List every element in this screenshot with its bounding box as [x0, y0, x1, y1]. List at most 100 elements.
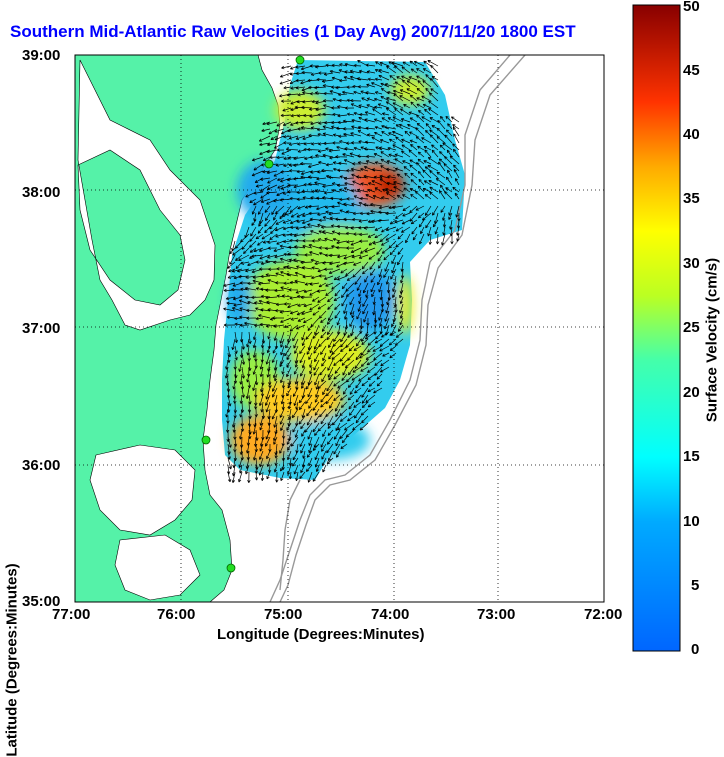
- velocity-arrow: [422, 169, 432, 179]
- velocity-arrow: [359, 211, 369, 216]
- velocity-arrow: [293, 464, 299, 475]
- velocity-arrow: [383, 254, 390, 261]
- velocity-arrow: [283, 266, 292, 270]
- velocity-arrow: [280, 317, 292, 323]
- velocity-arrow: [398, 123, 411, 130]
- velocity-arrow: [245, 464, 250, 475]
- velocity-arrow: [273, 212, 278, 221]
- velocity-arrow: [251, 156, 264, 162]
- velocity-arrow: [349, 317, 355, 327]
- velocity-arrow: [343, 76, 355, 81]
- velocity-arrow: [249, 198, 257, 204]
- velocity-arrow: [281, 366, 285, 375]
- velocity-arrow: [399, 289, 404, 299]
- velocity-arrow: [325, 394, 334, 405]
- velocity-arrow: [430, 77, 439, 88]
- velocity-arrow: [290, 317, 299, 321]
- velocity-arrow: [279, 415, 285, 425]
- velocity-arrow: [414, 190, 425, 200]
- velocity-arrow: [359, 112, 369, 117]
- velocity-arrow: [253, 198, 264, 206]
- velocity-arrow: [379, 178, 390, 186]
- velocity-arrow: [313, 436, 320, 448]
- velocity-arrow: [392, 116, 404, 123]
- velocity-arrow: [252, 331, 257, 341]
- velocity-arrow: [376, 380, 383, 387]
- velocity-arrow: [359, 239, 369, 243]
- velocity-arrow: [452, 148, 460, 158]
- velocity-arrow: [314, 181, 327, 186]
- velocity-arrow: [367, 387, 376, 393]
- velocity-arrow: [271, 352, 278, 363]
- velocity-arrow: [239, 464, 243, 474]
- velocity-arrow: [253, 212, 257, 222]
- colorbar: [632, 4, 681, 652]
- velocity-arrow: [249, 240, 257, 248]
- velocity-arrow: [247, 300, 257, 305]
- velocity-arrow: [348, 401, 355, 410]
- velocity-arrow: [364, 247, 376, 253]
- velocity-arrow: [311, 239, 320, 243]
- velocity-arrow: [445, 129, 453, 137]
- velocity-arrow: [227, 457, 232, 470]
- velocity-arrow: [336, 145, 348, 151]
- velocity-arrow: [352, 217, 362, 222]
- velocity-arrow: [341, 90, 355, 95]
- velocity-arrow: [455, 178, 460, 186]
- velocity-arrow: [247, 380, 252, 389]
- velocity-arrow: [395, 212, 404, 219]
- velocity-arrow: [385, 167, 397, 172]
- velocity-arrow: [287, 156, 299, 160]
- velocity-arrow: [352, 211, 362, 216]
- velocity-arrow: [452, 126, 460, 137]
- velocity-arrow: [264, 205, 271, 213]
- velocity-arrow: [324, 121, 334, 125]
- velocity-arrow: [288, 471, 293, 480]
- velocity-arrow: [317, 212, 327, 216]
- velocity-arrow: [279, 72, 292, 78]
- velocity-arrow: [364, 331, 376, 340]
- velocity-arrow: [376, 247, 383, 255]
- velocity-arrow: [294, 245, 306, 249]
- velocity-arrow: [381, 196, 390, 200]
- velocity-arrow: [317, 149, 327, 153]
- velocity-arrow: [320, 345, 327, 355]
- velocity-arrow: [296, 310, 306, 316]
- velocity-arrow: [315, 107, 327, 112]
- velocity-arrow: [429, 117, 439, 123]
- velocity-arrow: [434, 226, 439, 235]
- velocity-arrow: [424, 108, 432, 116]
- velocity-arrow: [339, 209, 348, 214]
- velocity-arrow: [442, 142, 453, 151]
- x-tick-label: 77:00: [52, 606, 91, 623]
- velocity-arrow: [310, 258, 320, 263]
- velocity-arrow: [295, 253, 306, 257]
- velocity-arrow: [259, 254, 271, 260]
- velocity-arrow: [415, 136, 425, 144]
- velocity-arrow: [360, 167, 369, 172]
- velocity-arrow: [389, 138, 397, 144]
- velocity-arrow: [248, 331, 252, 344]
- velocity-arrow: [325, 282, 334, 287]
- velocity-arrow: [407, 123, 418, 130]
- velocity-arrow: [366, 83, 376, 88]
- velocity-arrow: [354, 275, 362, 285]
- velocity-arrow: [280, 271, 292, 277]
- velocity-arrow: [301, 310, 313, 316]
- velocity-arrow: [231, 287, 243, 292]
- velocity-arrow: [317, 170, 327, 174]
- velocity-arrow: [356, 188, 369, 193]
- velocity-arrow: [314, 373, 320, 386]
- velocity-arrow: [367, 345, 376, 353]
- velocity-arrow: [223, 323, 236, 327]
- velocity-arrow: [365, 289, 369, 298]
- velocity-arrow: [445, 115, 453, 123]
- velocity-arrow: [345, 289, 355, 297]
- velocity-arrow: [327, 429, 334, 436]
- velocity-arrow: [223, 282, 236, 287]
- velocity-arrow: [404, 172, 411, 179]
- velocity-arrow: [339, 140, 348, 144]
- velocity-arrow: [388, 61, 397, 67]
- velocity-arrow: [401, 66, 411, 74]
- velocity-arrow: [373, 153, 383, 158]
